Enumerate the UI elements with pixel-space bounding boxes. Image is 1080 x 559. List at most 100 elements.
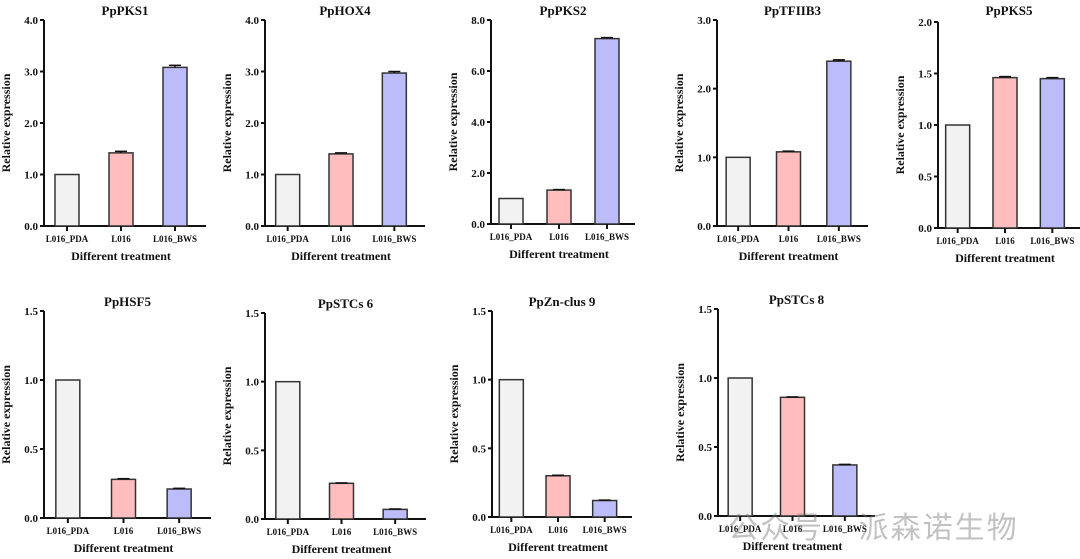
x-tick-label: L016 [331, 234, 351, 244]
y-tick-label: 1.0 [24, 170, 38, 182]
y-tick-label: 1.0 [472, 375, 486, 387]
bar-l016-bws [826, 60, 852, 227]
bar-l016-bws [162, 66, 188, 227]
chart-title: PpPKS5 [986, 3, 1033, 18]
bar-l016-pda [55, 379, 81, 519]
x-tick-label: L016_BWS [585, 232, 629, 242]
x-tick-label: L016_BWS [823, 524, 867, 534]
bar-l016-bws [166, 488, 192, 519]
y-axis-label: Relative expression [0, 73, 13, 172]
x-tick-label: L016 [111, 234, 131, 244]
x-tick-label: L016 [114, 526, 134, 536]
y-tick-label: 0.0 [245, 221, 259, 233]
y-tick-label: 6.0 [471, 66, 485, 78]
x-tick-label: L016 [332, 527, 352, 537]
chart-title: PpSTCs 8 [769, 292, 825, 307]
y-tick-label: 1.0 [918, 120, 932, 132]
x-tick-label: L016 [783, 524, 803, 534]
x-tick-label: L016_PDA [266, 234, 309, 244]
y-tick-label: 0.0 [698, 511, 712, 523]
x-tick-label: L016_PDA [46, 234, 89, 244]
bar-l016-pda [725, 156, 751, 227]
bar-l016-bws [594, 37, 620, 225]
y-tick-label: 1.5 [245, 308, 259, 320]
x-tick-label: L016_PDA [490, 232, 533, 242]
x-axis-label: Different treatment [955, 251, 1055, 265]
x-tick-label: L016 [548, 525, 568, 535]
x-tick-label: L016_PDA [936, 236, 979, 246]
bar-l016 [545, 475, 571, 518]
y-tick-label: 3.0 [245, 67, 259, 79]
bar-l016-bws [591, 499, 618, 518]
y-tick-label: 2.0 [245, 118, 259, 130]
bar-l016-pda [944, 124, 971, 229]
bar-l016 [110, 478, 137, 519]
chart-panel-5: PpPKS5 0.0 0.5 1.0 1.5 2.0 Relative expression… [893, 3, 1080, 265]
y-axis-label: Relative expression [673, 363, 687, 462]
bar-l016 [779, 396, 806, 517]
y-tick-label: 0.5 [24, 444, 38, 456]
chart-title: PpSTCs 6 [318, 296, 374, 311]
bar-l016-bws [1039, 77, 1066, 229]
chart-panel-2: PpHOX4 0.0 1.0 2.0 3.0 4.0 Relative expression… [220, 3, 425, 263]
y-tick-label: 3.0 [24, 67, 38, 79]
y-tick-label: 0.5 [918, 172, 932, 184]
x-tick-label: L016_BWS [817, 234, 861, 244]
x-tick-label: L016_PDA [267, 527, 310, 537]
y-axis-label: Relative expression [220, 73, 234, 172]
y-tick-label: 1.0 [245, 377, 259, 389]
x-tick-label: L016 [779, 234, 799, 244]
bar-l016-pda [498, 378, 525, 518]
x-axis-label: Different treatment [509, 247, 609, 261]
bar-l016-pda [275, 380, 301, 520]
x-axis-label: Different treatment [291, 249, 391, 263]
y-tick-label: 0.5 [698, 442, 712, 454]
y-tick-label: 0.0 [697, 221, 711, 233]
chart-title: PpTFIIB3 [764, 3, 822, 18]
chart-panel-9: PpSTCs 8 0.0 0.5 1.0 1.5 Relative expression L… [673, 292, 875, 553]
y-axis-label: Relative expression [0, 365, 13, 464]
bar-l016-pda [54, 173, 80, 227]
y-tick-label: 1.0 [698, 373, 712, 385]
y-tick-label: 1.0 [245, 170, 259, 182]
bar-l016 [775, 151, 802, 227]
bar-l016 [328, 153, 354, 227]
x-tick-label: L016 [549, 232, 569, 242]
x-tick-label: L016_BWS [373, 527, 417, 537]
y-axis-label: Relative expression [220, 366, 234, 465]
x-tick-label: L016_BWS [372, 234, 416, 244]
bar-l016-pda [274, 173, 301, 227]
y-tick-label: 0.0 [471, 219, 485, 231]
bar-l016 [992, 76, 1018, 229]
bar-l016 [108, 152, 134, 227]
x-tick-label: L016_BWS [1030, 236, 1074, 246]
x-tick-label: L016_BWS [583, 525, 627, 535]
x-tick-label: L016_PDA [47, 526, 90, 536]
x-axis-label: Different treatment [292, 542, 392, 556]
chart-title: PpPKS1 [102, 3, 149, 18]
x-axis-label: Different treatment [739, 249, 839, 263]
chart-title: PpZn-clus 9 [529, 294, 596, 309]
x-axis-label: Different treatment [743, 539, 843, 553]
y-tick-label: 1.5 [472, 306, 486, 318]
chart-title: PpHOX4 [319, 3, 371, 18]
x-tick-label: L016 [995, 236, 1015, 246]
y-tick-label: 2.0 [24, 118, 38, 130]
bar-l016-pda [727, 377, 753, 517]
y-tick-label: 2.0 [697, 84, 711, 96]
x-tick-label: L016_PDA [719, 524, 762, 534]
bar-l016-bws [381, 72, 408, 227]
y-axis-label: Relative expression [893, 75, 907, 174]
y-tick-label: 2.0 [471, 168, 485, 180]
chart-title: PpHSF5 [104, 294, 151, 309]
y-tick-label: 3.0 [697, 15, 711, 27]
y-tick-label: 0.0 [472, 512, 486, 524]
x-axis-label: Different treatment [74, 541, 174, 555]
y-axis-label: Relative expression [446, 72, 460, 171]
y-tick-label: 0.5 [245, 445, 259, 457]
y-tick-label: 1.5 [918, 69, 932, 81]
y-axis-label: Relative expression [672, 73, 686, 172]
bar-l016-bws [832, 464, 858, 517]
x-tick-label: L016_BWS [157, 526, 201, 536]
y-tick-label: 4.0 [24, 15, 38, 27]
